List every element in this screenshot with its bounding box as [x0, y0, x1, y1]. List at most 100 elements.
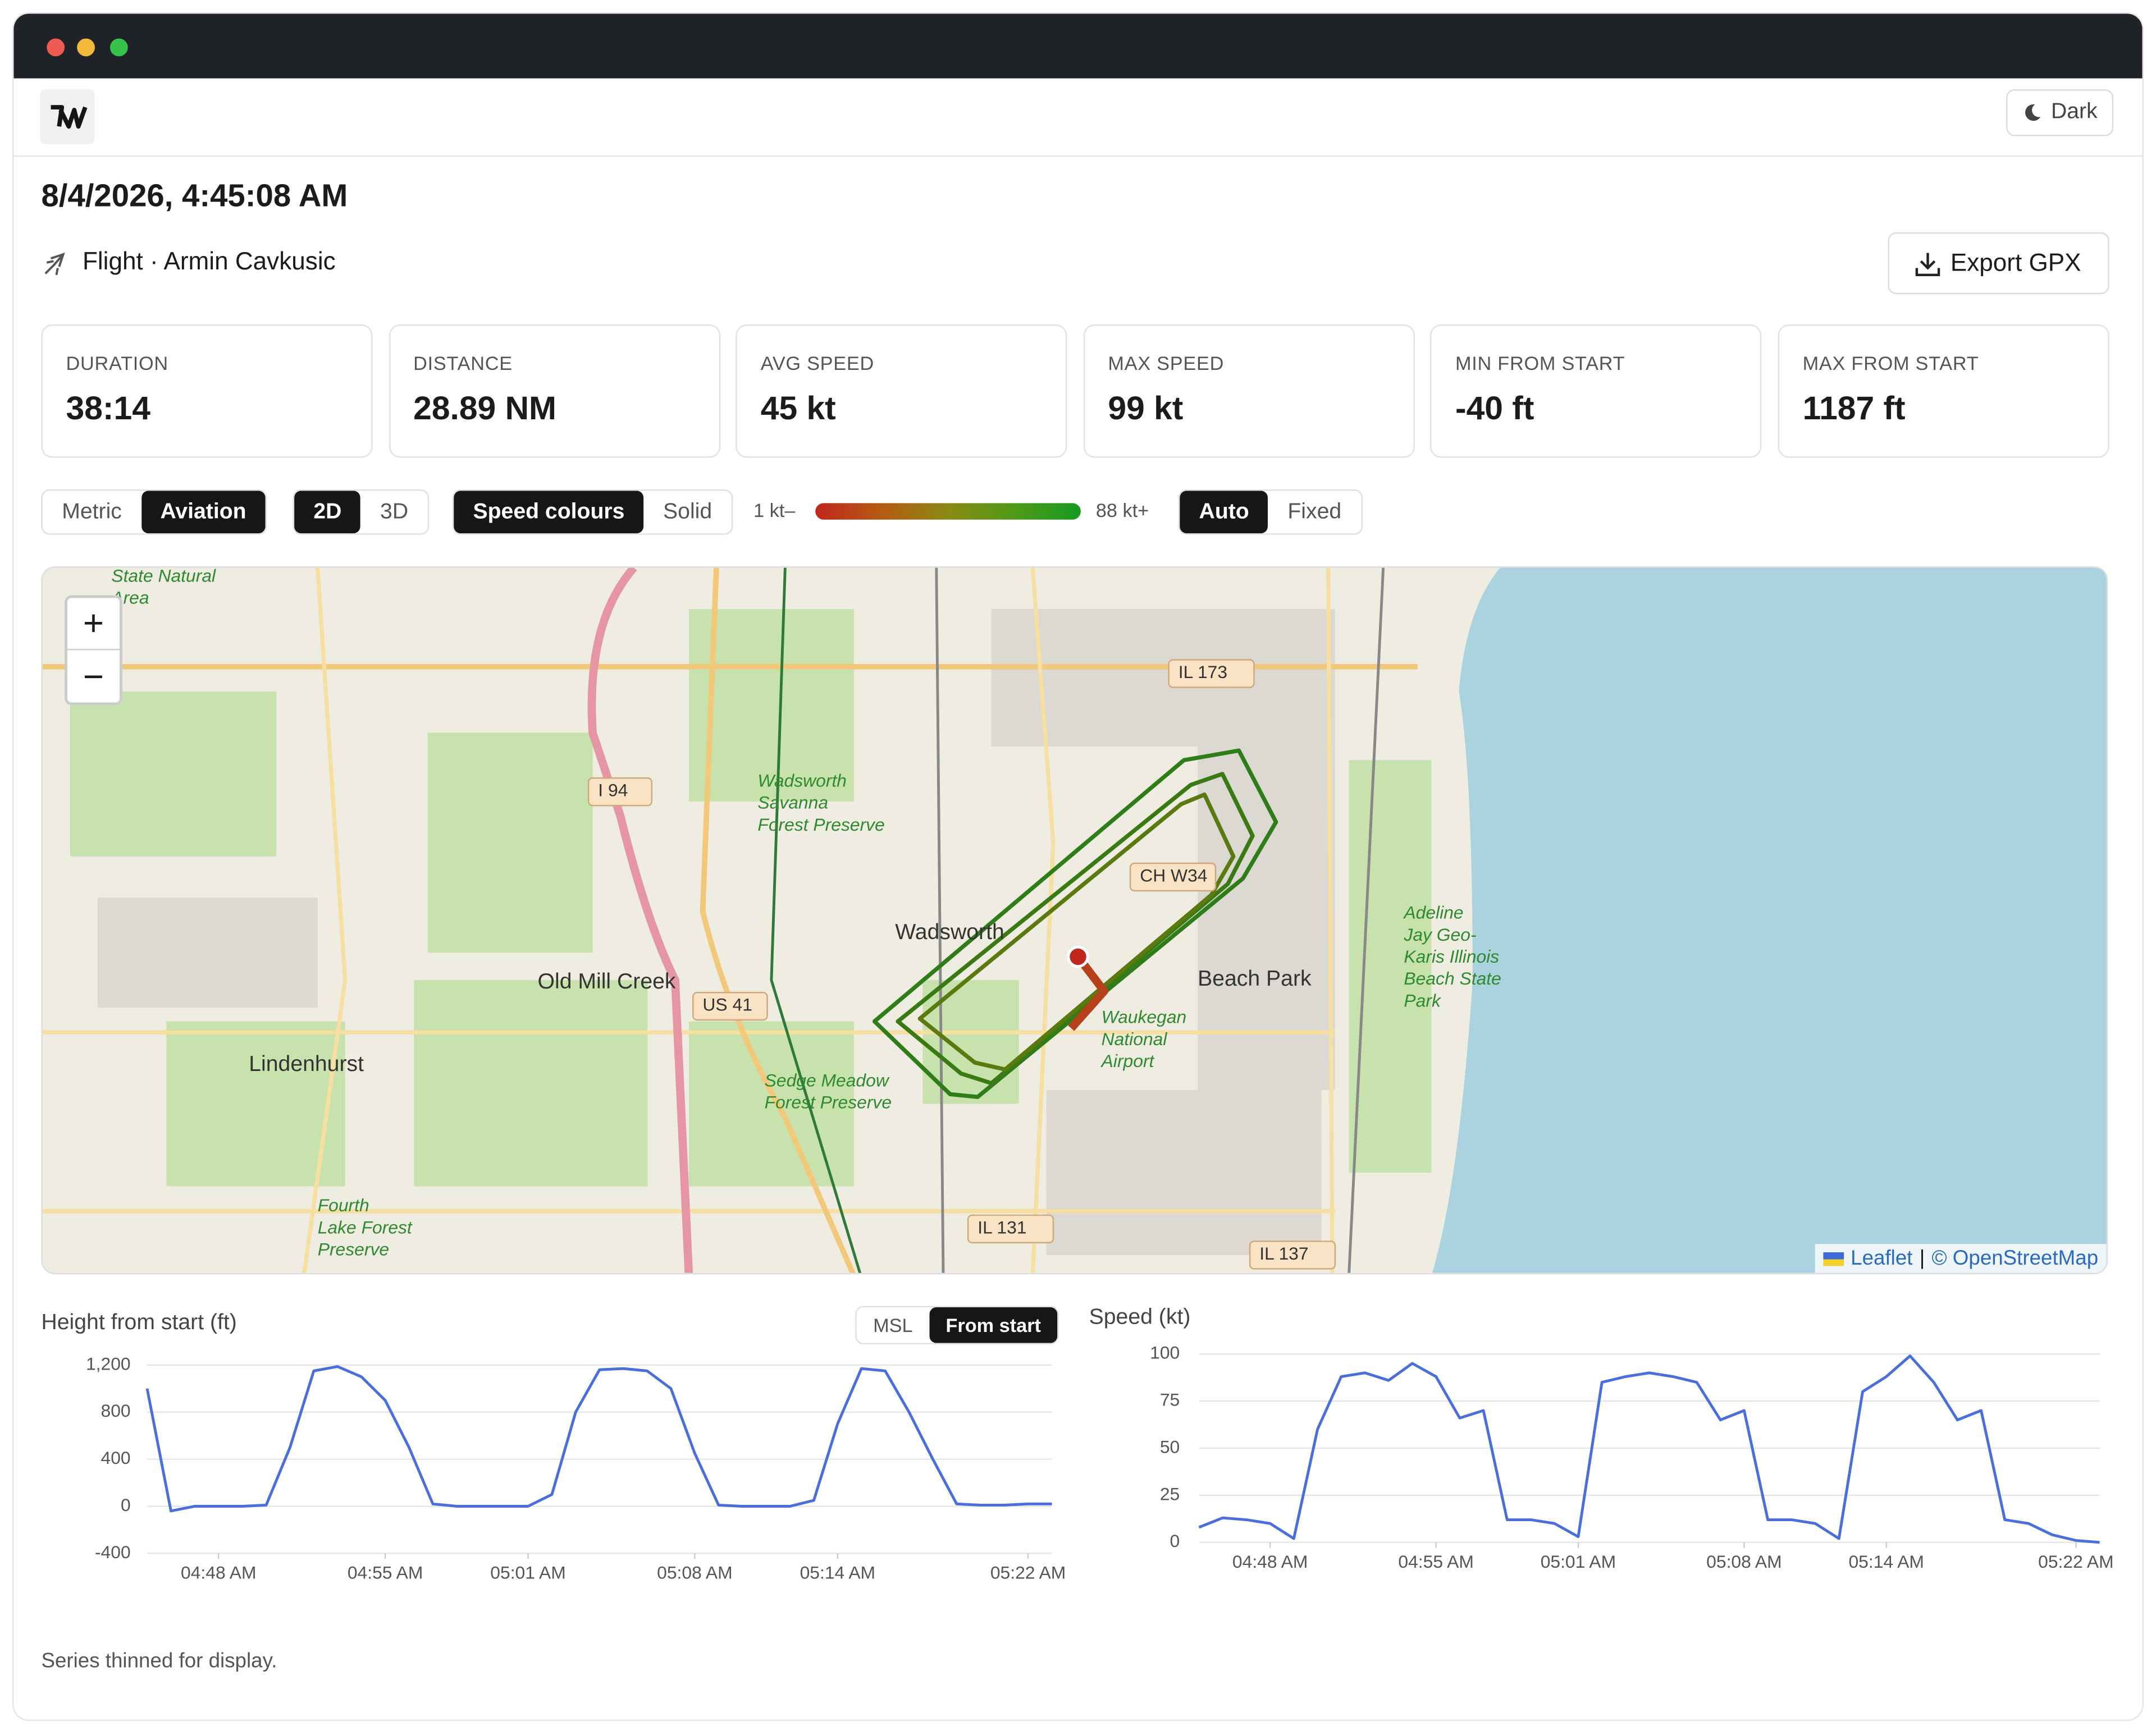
dark-mode-button[interactable]: Dark	[2006, 89, 2114, 136]
block	[97, 898, 318, 1008]
road-shield	[1249, 1240, 1336, 1270]
map-label-line: Sedge Meadow	[765, 1070, 890, 1091]
track-tail	[1068, 954, 1108, 1031]
colour-toggle: Speed colours Solid	[452, 489, 733, 535]
track-start[interactable]	[1067, 945, 1089, 968]
height-mode-toggle: MSL From start	[855, 1306, 1059, 1345]
stat-value: 45 kt	[760, 390, 836, 428]
title-bar	[13, 13, 2143, 79]
zoom-in[interactable]: +	[67, 598, 120, 651]
map-label-line: Forest Preserve	[765, 1092, 892, 1113]
scale-toggle: Auto Fixed	[1178, 489, 1362, 535]
toggle-option-active[interactable]: From start	[929, 1307, 1058, 1343]
zoom-out[interactable]: −	[83, 654, 104, 697]
block	[991, 608, 1335, 747]
data-line	[145, 1365, 1052, 1513]
toggle-option-active[interactable]: Speed colours	[454, 491, 644, 534]
map-label-line: Beach State	[1404, 969, 1501, 989]
minimize-dot[interactable]	[77, 38, 95, 57]
map-label: Sedge Meadow Forest Preserve	[765, 1070, 892, 1113]
river	[770, 567, 862, 1273]
map-label: Beach Park	[1198, 967, 1312, 991]
x-tick-label: 04:48 AM	[181, 1563, 256, 1583]
x-tick-label: 05:01 AM	[490, 1563, 565, 1583]
map-label: I 94	[598, 780, 628, 800]
x-tick-label: 05:22 AM	[990, 1563, 1066, 1583]
toggle-option-active[interactable]: 2D	[294, 491, 361, 534]
x-tick-label: 05:01 AM	[1541, 1551, 1616, 1572]
park	[166, 1021, 345, 1187]
export-label: Export GPX	[1950, 249, 2081, 277]
flag	[1823, 1251, 1844, 1266]
footer-note: Series thinned for display.	[41, 1649, 277, 1673]
toggle-option[interactable]: 3D	[380, 500, 409, 523]
y-tick-label: 75	[1160, 1390, 1180, 1410]
download-icon	[1916, 252, 1941, 276]
track-loop	[896, 772, 1255, 1086]
download	[1916, 252, 1941, 276]
map[interactable]: State Natural Area IL 173 I 94 Wadsworth Sava…	[41, 566, 2108, 1275]
interstate	[587, 567, 693, 1273]
x-tick-label: 05:14 AM	[800, 1563, 875, 1583]
navbar: Dark	[13, 79, 2143, 157]
toggle-option-active[interactable]: Aviation	[141, 491, 266, 534]
map-label-line: Fourth	[318, 1196, 369, 1216]
toggle-option[interactable]: MSL	[873, 1314, 913, 1336]
map-label-line: State Natural	[111, 567, 216, 586]
map-label-line: Lindenhurst	[249, 1052, 364, 1076]
block	[1046, 1090, 1322, 1255]
map-label: Fourth Lake Forest Preserve	[318, 1196, 413, 1260]
park	[414, 980, 648, 1187]
map-label: Waukegan National Airport	[1100, 1007, 1187, 1071]
stat-value: -40 ft	[1455, 390, 1534, 428]
stat-card: DISTANCE 28.89 NM	[389, 324, 720, 458]
y-tick-label: 1,200	[86, 1353, 131, 1374]
road-shield	[1168, 659, 1255, 688]
logo[interactable]	[40, 89, 95, 145]
close-dot[interactable]	[47, 38, 65, 57]
railway	[1347, 567, 1385, 1273]
map-label: IL 131	[977, 1217, 1026, 1238]
stat-label: DURATION	[66, 351, 168, 374]
toggle-option-active[interactable]: Auto	[1180, 491, 1269, 534]
map-label-line: IL 173	[1179, 662, 1227, 682]
park	[427, 733, 593, 953]
toggle-option[interactable]: Fixed	[1287, 500, 1342, 523]
flight-track	[872, 748, 1278, 1099]
map-label-line: Park	[1404, 991, 1442, 1011]
y-tick-label: -400	[95, 1542, 131, 1562]
dark-label: Dark	[2050, 100, 2098, 124]
stat-label: MAX SPEED	[1108, 351, 1225, 374]
logo-mark	[51, 105, 88, 129]
y-tick-label: 400	[101, 1448, 131, 1468]
map-label-line: Waukegan	[1102, 1007, 1187, 1027]
stat-value: 1187 ft	[1802, 390, 1906, 428]
legend-max: 88 kt+	[1095, 498, 1149, 521]
road	[1326, 567, 1335, 1273]
toggle-option[interactable]: Metric	[62, 500, 122, 523]
export-gpx-button[interactable]: Export GPX	[1888, 232, 2109, 295]
map-label-line: I 94	[598, 780, 628, 800]
osm-link[interactable]: © OpenStreetMap	[1931, 1247, 2099, 1270]
stat-value: 38:14	[66, 390, 150, 428]
stat-value: 99 kt	[1108, 390, 1184, 428]
map-label-line: Karis Illinois	[1404, 946, 1499, 967]
leaflet-link[interactable]: Leaflet	[1851, 1247, 1913, 1270]
attribution: Leaflet | © OpenStreetMap	[1815, 1244, 2107, 1273]
data-line	[1198, 1354, 2100, 1544]
speed-gradient	[815, 503, 1081, 520]
logo-bg	[40, 89, 95, 145]
toggle-option[interactable]: Solid	[663, 500, 712, 523]
road	[1030, 567, 1056, 1273]
road-shield	[1129, 862, 1217, 892]
moon-icon	[2025, 104, 2040, 121]
map-label: Old Mill Creek	[538, 969, 676, 994]
subtitle: Flight · Armin Cavkusic	[82, 247, 336, 275]
map-label-line: Forest Preserve	[757, 814, 884, 835]
maximize-dot[interactable]	[109, 38, 128, 57]
map-label-line: Savanna	[757, 793, 828, 813]
